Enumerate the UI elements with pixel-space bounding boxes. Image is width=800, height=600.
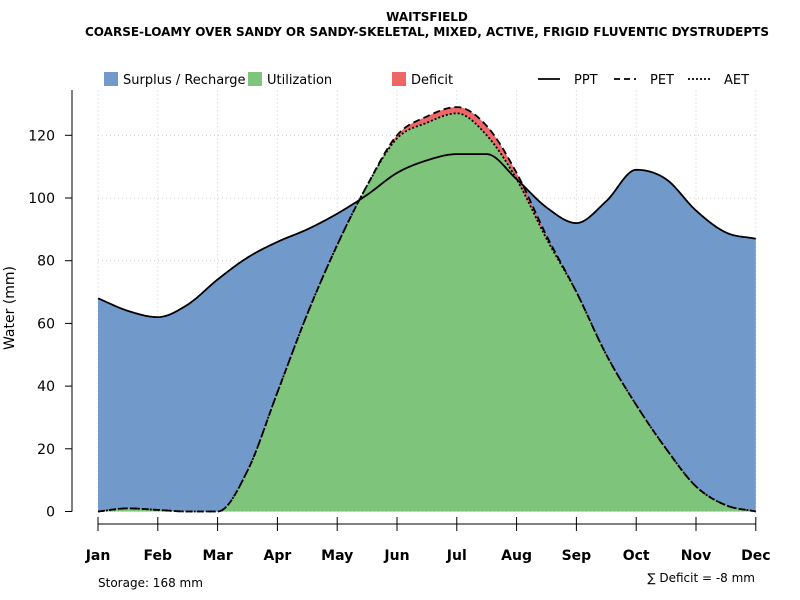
legend-swatch — [248, 72, 262, 86]
storage-annotation: Storage: 168 mm — [98, 576, 203, 590]
x-tick-label: Oct — [623, 548, 650, 564]
y-tick-label: 0 — [46, 505, 55, 521]
legend-item-aet: AET — [688, 73, 749, 88]
y-axis-label: Water (mm) — [2, 266, 18, 350]
legend-label: Surplus / Recharge — [123, 73, 246, 88]
deficit-annotation: ∑ Deficit = -8 mm — [647, 571, 755, 585]
legend-item-utilization: Utilization — [248, 72, 332, 88]
chart-title: WAITSFIELD — [386, 10, 468, 24]
line-layer — [97, 106, 756, 513]
x-tick-label: Aug — [501, 548, 532, 564]
y-tick-label: 100 — [28, 191, 55, 207]
y-tick-label: 80 — [37, 254, 55, 270]
x-tick-label: Dec — [741, 548, 770, 564]
x-tick-label: Mar — [202, 548, 232, 564]
y-tick-label: 20 — [37, 442, 55, 458]
legend: Surplus / Recharge Utilization Deficit PPT P… — [104, 72, 749, 88]
legend-label: PPT — [574, 73, 598, 88]
utilization-area — [98, 113, 756, 512]
axes: 0 20 40 60 80 100 120 Jan Feb Mar Apr May Jun Jul Aug S… — [28, 90, 771, 564]
x-tick-label: Sep — [562, 548, 592, 564]
legend-label: Utilization — [267, 73, 332, 88]
x-tick-label: Jul — [446, 548, 467, 564]
x-tick-label: Jun — [383, 548, 409, 564]
ppt-line — [97, 153, 756, 319]
y-tick-label: 120 — [28, 128, 55, 144]
legend-label: Deficit — [411, 73, 453, 88]
legend-item-surplus-recharge: Surplus / Recharge — [104, 72, 246, 88]
legend-swatch — [104, 72, 118, 86]
chart-subtitle: COARSE-LOAMY OVER SANDY OR SANDY-SKELETA… — [85, 25, 769, 39]
x-tick-label: Apr — [264, 548, 292, 564]
area-layer — [98, 107, 756, 512]
legend-label: PET — [650, 73, 674, 88]
x-tick-label: May — [321, 548, 353, 564]
legend-item-pet: PET — [614, 73, 674, 88]
aet-line — [97, 112, 756, 513]
x-tick-label: Feb — [144, 548, 173, 564]
y-tick-label: 60 — [37, 316, 55, 332]
x-tick-label: Nov — [681, 548, 711, 564]
legend-label: AET — [724, 73, 749, 88]
legend-item-ppt: PPT — [538, 73, 598, 88]
x-tick-label: Jan — [85, 548, 111, 564]
legend-item-deficit: Deficit — [392, 72, 453, 88]
legend-swatch — [392, 72, 406, 86]
y-tick-label: 40 — [37, 379, 55, 395]
